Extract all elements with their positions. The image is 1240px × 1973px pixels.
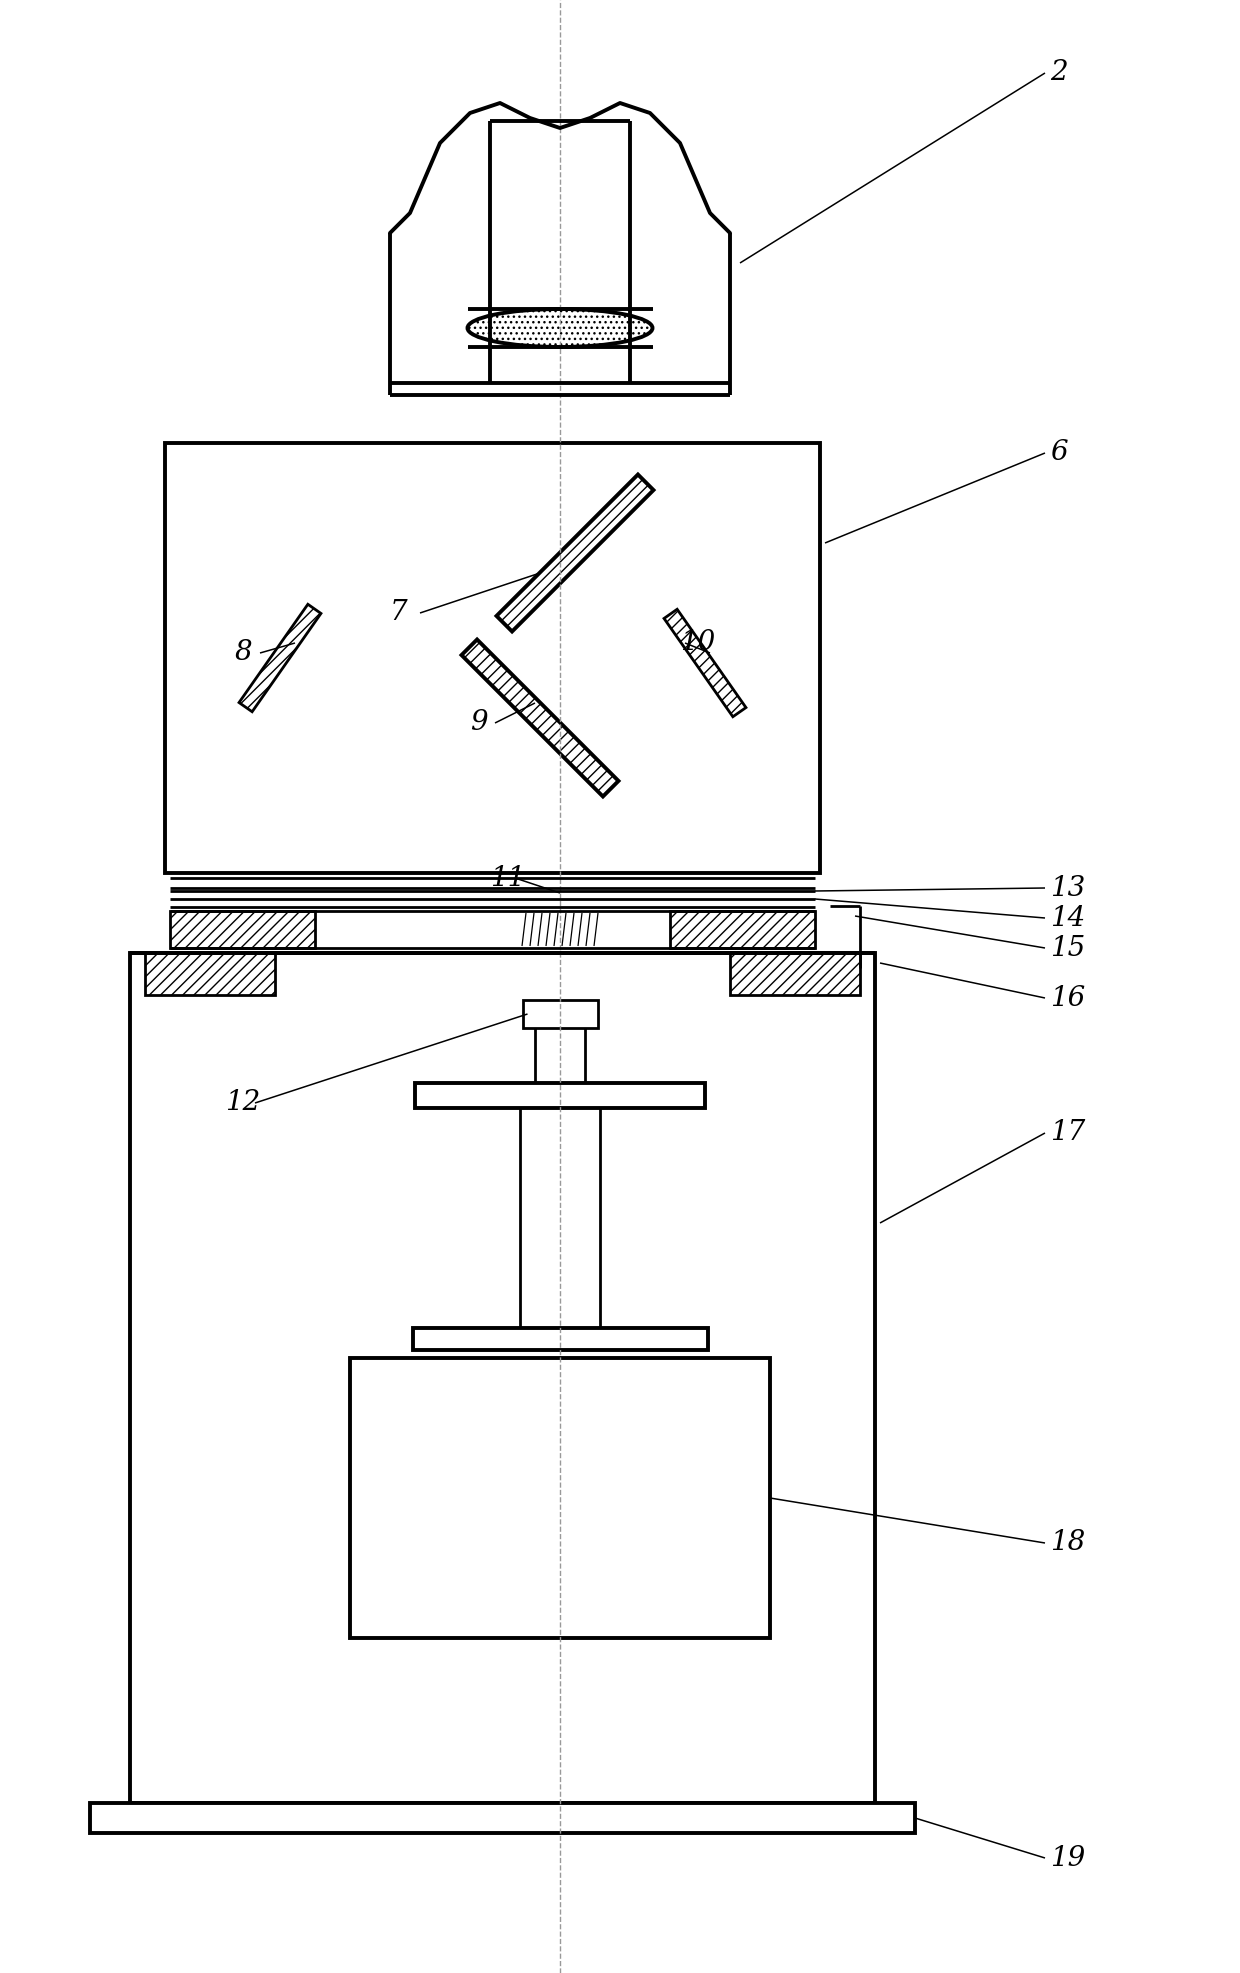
Bar — [145, 953, 275, 994]
Text: 6: 6 — [1050, 440, 1068, 466]
Text: 18: 18 — [1050, 1529, 1085, 1557]
Bar — [350, 1357, 770, 1638]
Text: 8: 8 — [236, 639, 253, 667]
Bar — [91, 1803, 915, 1833]
Text: 11: 11 — [490, 864, 526, 892]
Text: 9: 9 — [470, 710, 487, 736]
Bar — [130, 953, 875, 1803]
Text: 12: 12 — [224, 1089, 260, 1117]
Polygon shape — [496, 475, 653, 631]
Bar — [413, 1328, 708, 1350]
Polygon shape — [665, 610, 746, 716]
Bar — [670, 912, 815, 947]
Text: 17: 17 — [1050, 1119, 1085, 1146]
Text: 7: 7 — [391, 600, 408, 627]
Text: 16: 16 — [1050, 985, 1085, 1012]
Polygon shape — [239, 604, 321, 712]
Ellipse shape — [467, 310, 652, 347]
Text: 2: 2 — [1050, 59, 1068, 87]
Bar — [522, 1000, 598, 1028]
Text: 13: 13 — [1050, 874, 1085, 902]
Bar — [415, 1083, 706, 1109]
Text: 19: 19 — [1050, 1845, 1085, 1872]
Bar — [730, 953, 861, 994]
Bar — [165, 444, 820, 872]
Polygon shape — [461, 639, 619, 797]
Text: 14: 14 — [1050, 904, 1085, 931]
Text: 15: 15 — [1050, 935, 1085, 961]
Bar — [170, 912, 315, 947]
Text: 10: 10 — [680, 629, 715, 657]
